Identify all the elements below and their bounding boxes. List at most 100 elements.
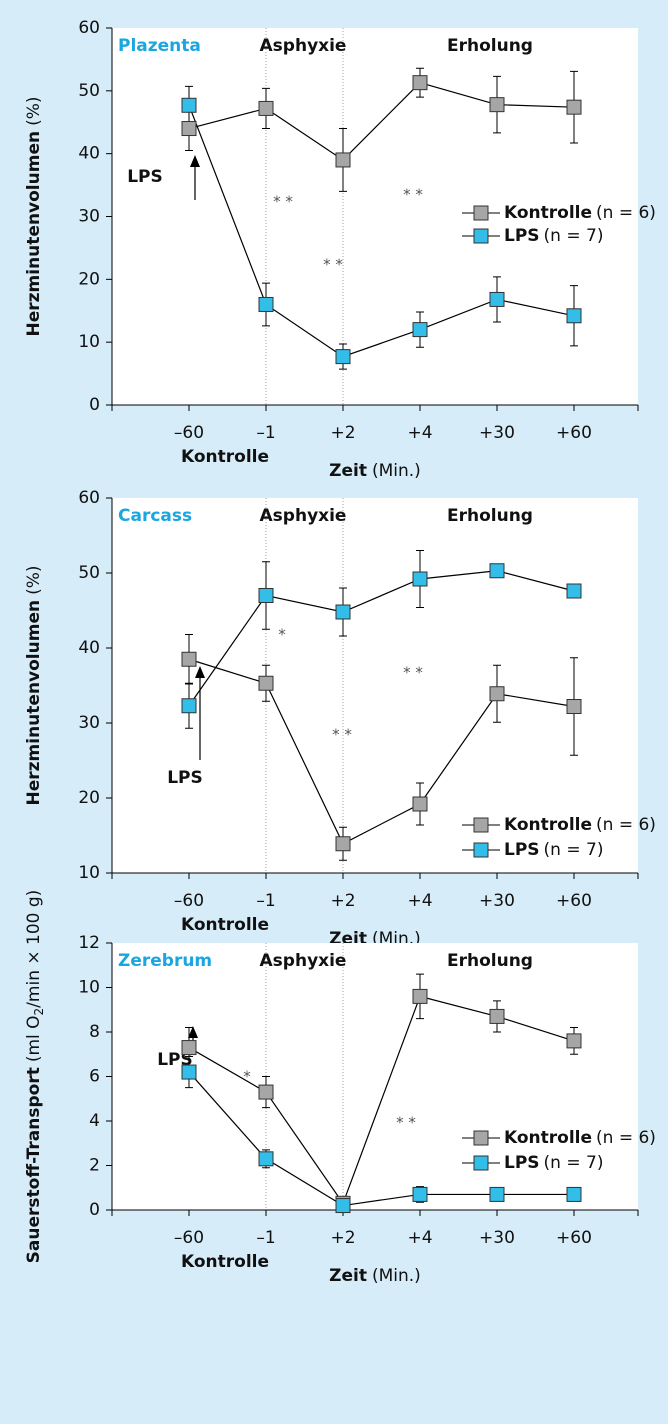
legend-entry: Kontrolle (n = 6): [504, 1128, 656, 1148]
data-point: [489, 1186, 505, 1202]
data-point: [335, 152, 351, 168]
data-point: [258, 1151, 274, 1167]
x-tick-label: +4: [407, 891, 432, 911]
legend-entry: Kontrolle (n = 6): [504, 203, 656, 223]
data-point: [335, 836, 351, 852]
x-tick-label: –60: [174, 423, 204, 443]
y-tick-label: 50: [78, 81, 100, 101]
y-tick-label: 0: [89, 395, 100, 415]
legend-name: LPS: [504, 840, 540, 860]
annotation: * *: [396, 1114, 416, 1132]
y-tick-label: 20: [78, 269, 100, 289]
x-tick-label: +60: [556, 891, 592, 911]
legend-name: Kontrolle: [504, 203, 592, 223]
x-tick-label: –60: [174, 891, 204, 911]
legend-note: (n = 6): [596, 1128, 656, 1148]
phase-label: Asphyxie: [260, 506, 347, 526]
y-tick-label: 40: [78, 638, 100, 658]
x-label-bold: Zeit: [329, 1266, 367, 1286]
y-tick-label: 2: [89, 1156, 100, 1176]
y-tick-label: 20: [78, 788, 100, 808]
annotation: * *: [332, 726, 352, 744]
data-point: [335, 1198, 351, 1214]
annotation: *: [243, 1068, 251, 1086]
legend-swatch: [473, 1155, 489, 1171]
y-label-rest: (ml O: [24, 1015, 44, 1062]
x-tick-label: +30: [479, 1228, 515, 1248]
y-label-rest: (%): [24, 566, 44, 595]
series-line: [188, 658, 575, 845]
legend-name: Kontrolle: [504, 815, 592, 835]
x-sublabel: Kontrolle: [181, 447, 269, 467]
legend-note: (n = 7): [544, 226, 604, 246]
y-tick-label: 10: [78, 332, 100, 352]
x-tick-label: –1: [256, 891, 275, 911]
x-tick-label: +4: [407, 423, 432, 443]
annotation: * *: [323, 256, 343, 274]
y-label-rest: (%): [24, 97, 44, 126]
y-tick-label: 10: [78, 863, 100, 883]
annotation: * *: [403, 186, 423, 204]
annotation: *: [278, 626, 286, 644]
data-point: [181, 1040, 197, 1056]
phase-label: Asphyxie: [260, 951, 347, 971]
y-tick-label: 50: [78, 563, 100, 583]
legend-name: Kontrolle: [504, 1128, 592, 1148]
phase-label: Asphyxie: [260, 36, 347, 56]
data-point: [258, 588, 274, 603]
data-point: [489, 97, 505, 113]
legend-note: (n = 7): [544, 1153, 604, 1173]
data-point: [335, 604, 351, 620]
y-label-tail: /min × 100 g): [24, 890, 44, 1008]
annotation: * *: [273, 193, 293, 211]
data-point: [489, 1008, 505, 1024]
series-line: [188, 570, 575, 707]
y-tick-label: 6: [89, 1067, 100, 1087]
y-axis-label: Herzminutenvolumen (%): [24, 97, 44, 337]
y-tick-label: 40: [78, 144, 100, 164]
x-tick-label: +2: [330, 891, 355, 911]
phase-label: Erholung: [447, 506, 533, 526]
annotation: LPS: [167, 768, 203, 788]
y-tick-label: 60: [78, 488, 100, 508]
data-point: [489, 291, 505, 307]
annotation: LPS: [127, 167, 163, 187]
legend-entry: LPS (n = 7): [504, 1153, 603, 1173]
legend-note: (n = 6): [596, 815, 656, 835]
data-point: [181, 651, 197, 667]
legend-note: (n = 6): [596, 203, 656, 223]
data-point: [258, 1084, 274, 1100]
x-tick-label: +4: [407, 1228, 432, 1248]
legend-entry: LPS (n = 7): [504, 840, 603, 860]
y-tick-label: 4: [89, 1111, 100, 1131]
data-point: [566, 1033, 582, 1049]
x-tick-label: +2: [330, 1228, 355, 1248]
data-point: [335, 349, 351, 365]
legend-entry: Kontrolle (n = 6): [504, 815, 656, 835]
arrow-head: [195, 666, 205, 678]
y-axis-label: Herzminutenvolumen (%): [24, 566, 44, 806]
legend-name: LPS: [504, 226, 540, 246]
data-point: [489, 563, 505, 579]
arrow-head: [188, 1026, 198, 1038]
y-label-sub: 2: [32, 1008, 46, 1016]
x-sublabel: Kontrolle: [181, 1252, 269, 1272]
x-tick-label: +30: [479, 891, 515, 911]
annotation: * *: [403, 664, 423, 682]
y-tick-label: 12: [78, 933, 100, 953]
data-point: [412, 1186, 428, 1202]
y-tick-label: 30: [78, 713, 100, 733]
panel-label: Plazenta: [118, 36, 201, 56]
series-line: [188, 105, 575, 358]
data-point: [412, 796, 428, 812]
x-label-rest: (Min.): [372, 461, 421, 481]
x-sublabel: Kontrolle: [181, 915, 269, 935]
y-tick-label: 60: [78, 18, 100, 38]
y-tick-label: 0: [89, 1200, 100, 1220]
x-axis-label: Zeit (Min.): [329, 461, 421, 481]
y-label-bold: Sauerstoff-Transport: [24, 1067, 44, 1263]
series-line: [188, 81, 575, 161]
x-tick-label: +60: [556, 1228, 592, 1248]
data-point: [566, 308, 582, 324]
